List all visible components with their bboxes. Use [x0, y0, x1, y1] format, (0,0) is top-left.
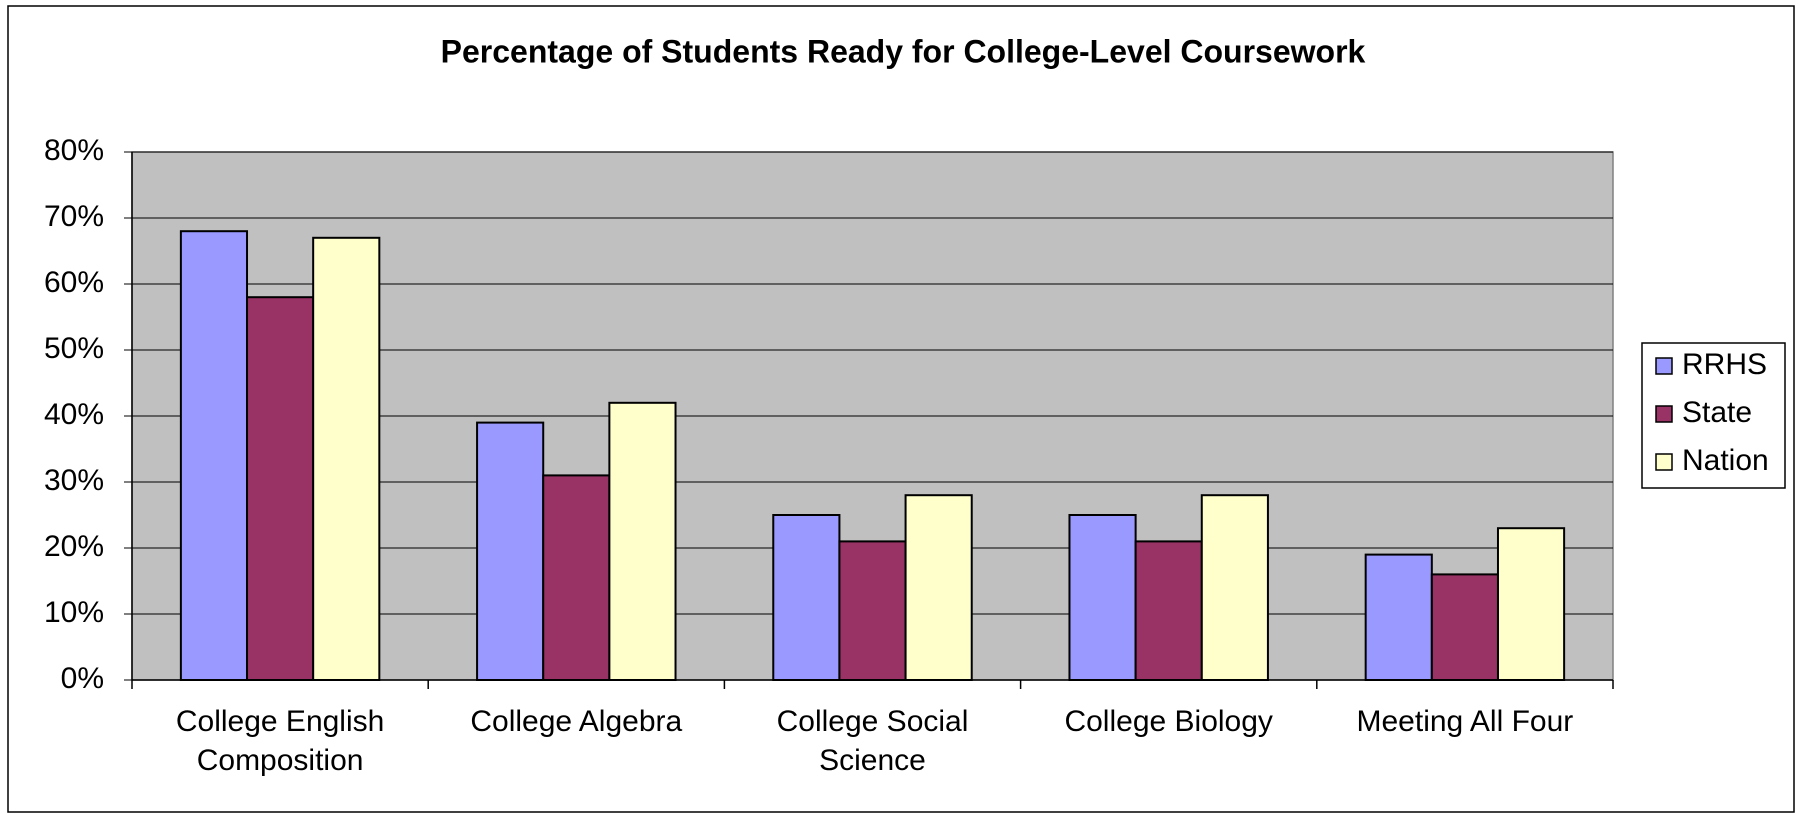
y-tick-label: 10% — [44, 596, 104, 629]
y-tick-label: 0% — [61, 662, 104, 695]
bar — [476, 421, 545, 681]
x-tick-label: College Algebra — [470, 705, 683, 738]
y-tick-label: 60% — [44, 266, 104, 299]
bar — [179, 230, 249, 681]
y-tick-label: 20% — [44, 530, 104, 563]
bar — [246, 296, 315, 681]
x-tick-label: College Social Science — [776, 705, 969, 777]
bar — [1430, 573, 1499, 682]
bar — [608, 401, 677, 681]
y-tick-label: 80% — [44, 134, 104, 167]
y-tick-label: 30% — [44, 464, 104, 497]
legend-label: RRHS — [1682, 348, 1767, 381]
bar — [1200, 494, 1269, 682]
y-tick-label: 50% — [44, 332, 104, 365]
legend-label: State — [1682, 396, 1752, 429]
legend-swatch — [1655, 453, 1673, 471]
bar — [838, 540, 907, 682]
bar — [312, 236, 381, 682]
bar — [542, 474, 611, 681]
bar — [904, 494, 973, 682]
legend-swatch — [1655, 357, 1673, 375]
bar — [1364, 553, 1433, 681]
x-tick-label: College Biology — [1064, 705, 1273, 738]
bar — [1496, 527, 1566, 682]
bar — [1068, 514, 1137, 681]
legend-label: Nation — [1682, 444, 1769, 477]
bar — [772, 514, 841, 681]
x-tick-label: College English Composition — [175, 705, 385, 777]
legend-swatch — [1655, 405, 1673, 423]
bar — [1134, 540, 1203, 682]
chart-title: Percentage of Students Ready for College… — [441, 33, 1366, 69]
y-tick-label: 70% — [44, 200, 104, 233]
y-tick-label: 40% — [44, 398, 104, 431]
x-tick-label: Meeting All Four — [1356, 705, 1574, 738]
